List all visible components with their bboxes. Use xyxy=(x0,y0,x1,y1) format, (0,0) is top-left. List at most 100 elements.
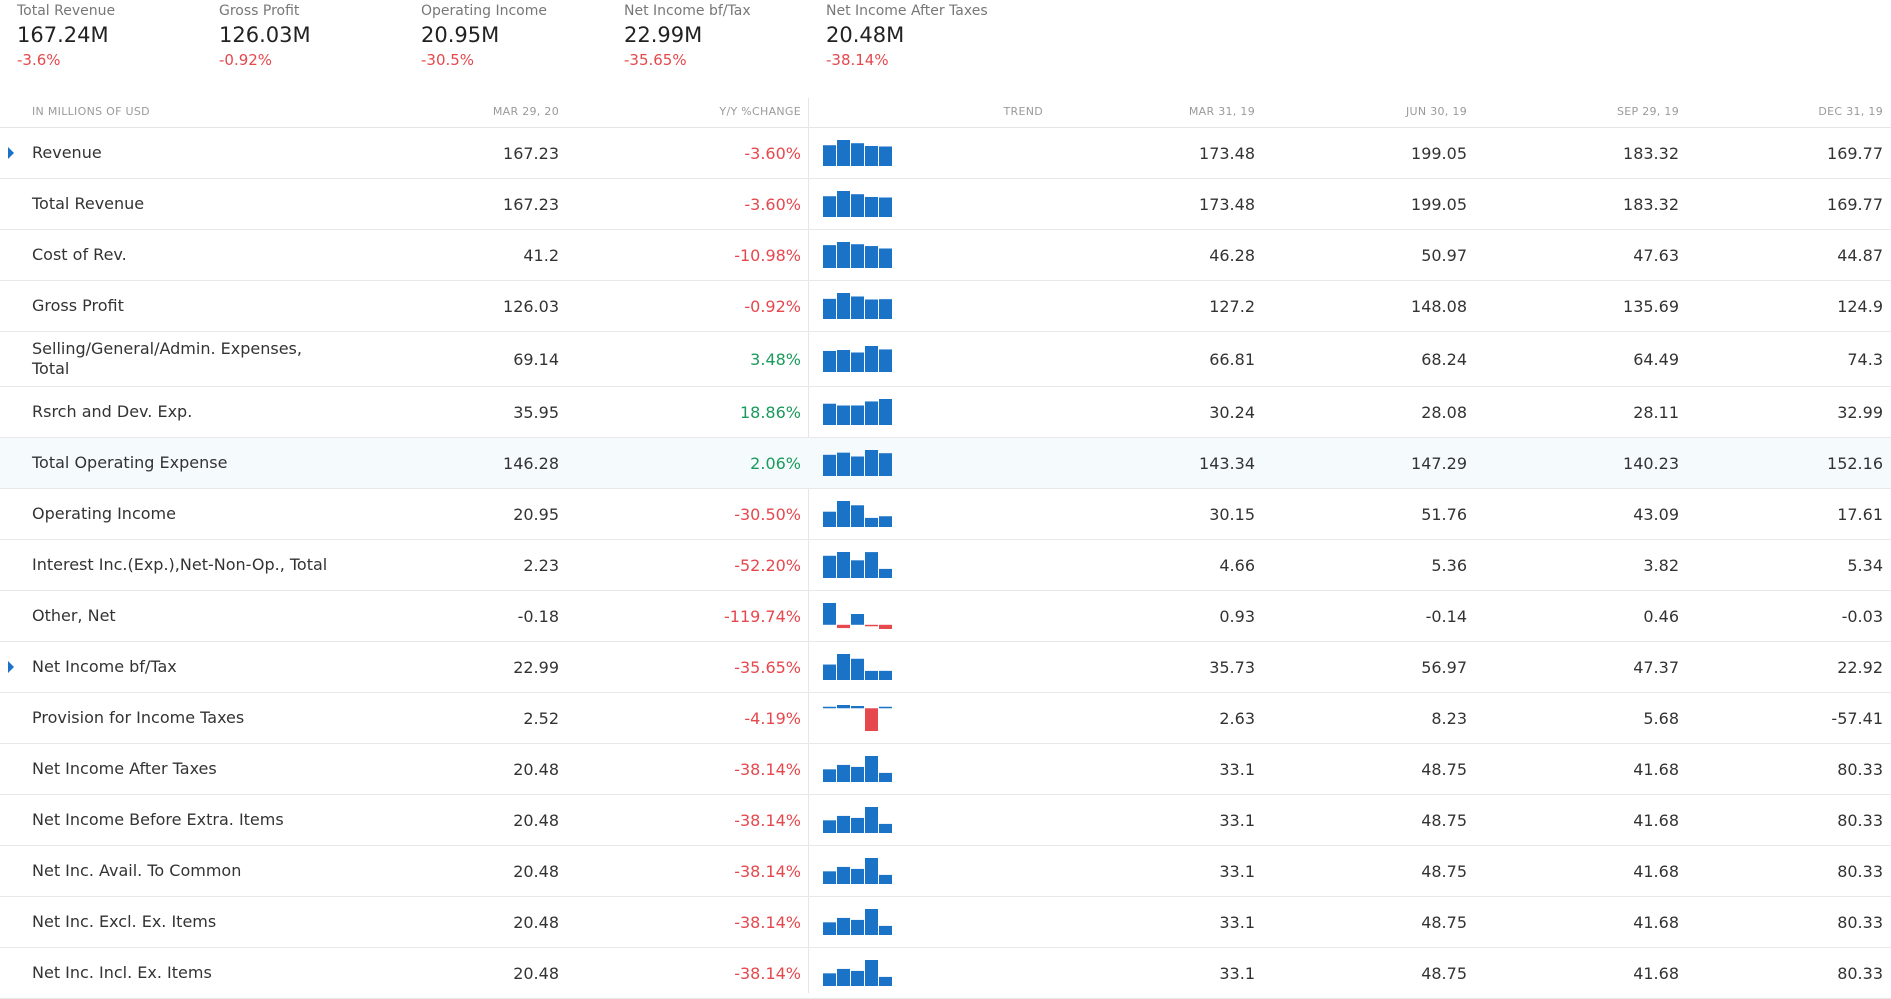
table-row[interactable]: Other, Net -0.18 -119.74% 0.93 -0.14 0.46 -0.0… xyxy=(0,591,1891,642)
trend-bar xyxy=(879,670,892,680)
value-period-3: 183.32 xyxy=(1623,194,1679,214)
value-period-2: 199.05 xyxy=(1411,194,1467,214)
value-period-2: 147.29 xyxy=(1411,453,1467,473)
kpi-change: -30.5% xyxy=(421,51,475,69)
table-row[interactable]: Interest Inc.(Exp.),Net-Non-Op., Total 2.… xyxy=(0,540,1891,591)
trend-bar xyxy=(823,145,836,166)
table-row[interactable]: Selling/General/Admin. Expenses, Total 69… xyxy=(0,332,1891,387)
table-row[interactable]: Provision for Income Taxes 2.52 -4.19% 2.63… xyxy=(0,693,1891,744)
value-period-4: 74.3 xyxy=(1847,349,1883,369)
trend-bar xyxy=(879,248,892,268)
header-period-1[interactable]: MAR 31, 19 xyxy=(1188,105,1255,118)
trend-bar xyxy=(823,871,836,884)
value-current-period: 2.52 xyxy=(523,708,559,728)
value-period-3: 43.09 xyxy=(1633,504,1679,524)
table-row[interactable]: Net Inc. Excl. Ex. Items 20.48 -38.14% 33.1… xyxy=(0,897,1891,948)
trend-bar xyxy=(837,191,850,217)
table-row[interactable]: Net Income After Taxes 20.48 -38.14% 33.1 48… xyxy=(0,744,1891,795)
table-row[interactable]: Rsrch and Dev. Exp. 35.95 18.86% 30.24 28.08… xyxy=(0,387,1891,438)
value-period-1: 127.2 xyxy=(1209,296,1255,316)
value-current-period: 20.48 xyxy=(513,963,559,983)
kpi-value: 20.48M xyxy=(826,23,905,47)
value-yoy-change: -38.14% xyxy=(734,963,801,983)
table-row[interactable]: Total Operating Expense 146.28 2.06% 143.34… xyxy=(0,438,1891,489)
value-current-period: 20.95 xyxy=(513,504,559,524)
kpi-change: -0.92% xyxy=(219,51,273,69)
value-period-1: 46.28 xyxy=(1209,245,1255,265)
value-period-2: 51.76 xyxy=(1421,504,1467,524)
value-yoy-change: -3.60% xyxy=(744,194,801,214)
trend-bar xyxy=(851,194,864,217)
trend-bar xyxy=(851,919,864,935)
value-period-1: 4.66 xyxy=(1219,555,1255,575)
value-period-3: 0.46 xyxy=(1643,606,1679,626)
kpi-total-revenue[interactable]: Total Revenue 167.24M -3.6% xyxy=(17,0,207,71)
trend-bar xyxy=(879,146,892,166)
kpi-value: 167.24M xyxy=(17,23,109,47)
row-label: Net Income bf/Tax xyxy=(32,657,177,676)
trend-bar xyxy=(837,452,850,476)
table-row[interactable]: Net Income bf/Tax 22.99 -35.65% 35.73 56.97 4… xyxy=(0,642,1891,693)
summary-bar: Total Revenue 167.24M -3.6% Gross Profit… xyxy=(0,0,1891,80)
value-yoy-change: -0.92% xyxy=(744,296,801,316)
value-period-4: 80.33 xyxy=(1837,861,1883,881)
value-period-2: 199.05 xyxy=(1411,143,1467,163)
trend-sparkline xyxy=(822,897,894,947)
value-current-period: 126.03 xyxy=(503,296,559,316)
value-period-4: 5.34 xyxy=(1847,555,1883,575)
value-current-period: 41.2 xyxy=(523,245,559,265)
value-yoy-change: -38.14% xyxy=(734,912,801,932)
value-period-3: 41.68 xyxy=(1633,759,1679,779)
value-period-1: 33.1 xyxy=(1219,759,1255,779)
table-row[interactable]: Net Inc. Avail. To Common 20.48 -38.14% 33.… xyxy=(0,846,1891,897)
header-yoy-change[interactable]: Y/Y %CHANGE xyxy=(719,105,801,118)
table-row[interactable]: Total Revenue 167.23 -3.60% 173.48 199.05 183… xyxy=(0,179,1891,230)
value-yoy-change: -38.14% xyxy=(734,861,801,881)
header-period-4[interactable]: DEC 31, 19 xyxy=(1818,105,1883,118)
kpi-net-income-after-taxes[interactable]: Net Income After Taxes 20.48M -38.14% xyxy=(826,0,1016,71)
kpi-label: Operating Income xyxy=(421,3,547,19)
row-label: Operating Income xyxy=(32,504,176,523)
value-yoy-change: -4.19% xyxy=(744,708,801,728)
kpi-operating-income[interactable]: Operating Income 20.95M -30.5% xyxy=(421,0,611,71)
table-row[interactable]: Operating Income 20.95 -30.50% 30.15 51.76 43… xyxy=(0,489,1891,540)
table-row[interactable]: Cost of Rev. 41.2 -10.98% 46.28 50.97 47.63 44… xyxy=(0,230,1891,281)
trend-bar xyxy=(865,401,878,425)
trend-bar xyxy=(851,505,864,527)
trend-bar xyxy=(837,917,850,935)
kpi-gross-profit[interactable]: Gross Profit 126.03M -0.92% xyxy=(219,0,409,71)
value-yoy-change: 2.06% xyxy=(750,453,801,473)
header-period-2[interactable]: JUN 30, 19 xyxy=(1405,105,1467,118)
value-period-3: 41.68 xyxy=(1633,810,1679,830)
header-current-period[interactable]: MAR 29, 20 xyxy=(492,105,559,118)
value-period-4: 152.16 xyxy=(1827,453,1883,473)
table-row[interactable]: Net Inc. Incl. Ex. Items 20.48 -38.14% 33.1… xyxy=(0,948,1891,999)
kpi-net-income-bf-tax[interactable]: Net Income bf/Tax 22.99M -35.65% xyxy=(624,0,814,71)
value-period-3: 41.68 xyxy=(1633,861,1679,881)
trend-sparkline xyxy=(822,281,894,331)
value-period-2: 28.08 xyxy=(1421,402,1467,422)
table-row[interactable]: Net Income Before Extra. Items 20.48 -38.1… xyxy=(0,795,1891,846)
table-row[interactable]: Gross Profit 126.03 -0.92% 127.2 148.08 135.6… xyxy=(0,281,1891,332)
value-period-4: 17.61 xyxy=(1837,504,1883,524)
table-row[interactable]: Revenue 167.23 -3.60% 173.48 199.05 183.32 169… xyxy=(0,128,1891,179)
trend-bar xyxy=(865,807,878,833)
value-current-period: 167.23 xyxy=(503,194,559,214)
trend-bar xyxy=(879,349,892,372)
kpi-label: Total Revenue xyxy=(17,3,116,19)
trend-bar xyxy=(865,517,878,527)
trend-bar xyxy=(879,624,892,629)
value-yoy-change: -35.65% xyxy=(734,657,801,677)
trend-bar xyxy=(865,346,878,372)
trend-bar xyxy=(851,706,864,709)
value-yoy-change: -38.14% xyxy=(734,759,801,779)
column-divider xyxy=(808,98,809,993)
trend-bar xyxy=(851,614,864,625)
trend-bar xyxy=(851,868,864,884)
expand-caret-icon[interactable] xyxy=(8,661,14,673)
expand-caret-icon[interactable] xyxy=(8,147,14,159)
header-period-3[interactable]: SEP 29, 19 xyxy=(1616,105,1679,118)
trend-bar xyxy=(879,197,892,217)
trend-bar xyxy=(837,968,850,986)
value-period-4: 22.92 xyxy=(1837,657,1883,677)
